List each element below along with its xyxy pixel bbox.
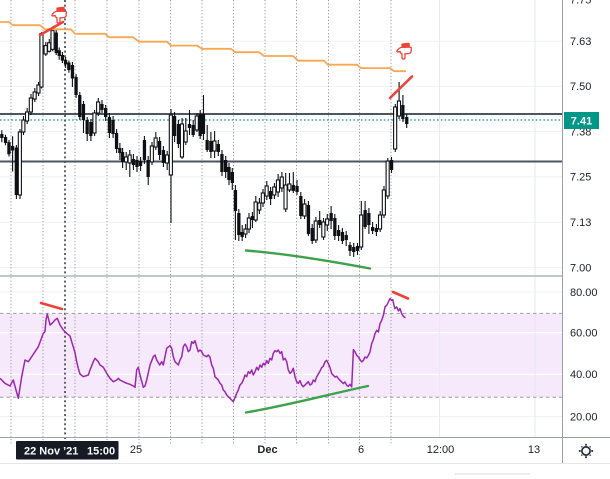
svg-text:20.00: 20.00 bbox=[570, 411, 598, 423]
svg-text:7.41: 7.41 bbox=[571, 115, 592, 127]
svg-text:60.00: 60.00 bbox=[570, 327, 598, 339]
svg-text:40.00: 40.00 bbox=[570, 369, 598, 381]
svg-text:Dec: Dec bbox=[257, 444, 277, 456]
svg-text:7.25: 7.25 bbox=[570, 172, 591, 184]
svg-text:7.50: 7.50 bbox=[570, 81, 591, 93]
svg-text:7.13: 7.13 bbox=[570, 217, 591, 229]
svg-text:7.38: 7.38 bbox=[570, 126, 591, 138]
svg-text:15:00: 15:00 bbox=[87, 446, 115, 458]
svg-text:22 Nov ’21: 22 Nov ’21 bbox=[24, 446, 78, 458]
svg-text:7.00: 7.00 bbox=[570, 262, 591, 274]
svg-text:80.00: 80.00 bbox=[570, 287, 598, 299]
svg-text:7.63: 7.63 bbox=[570, 36, 591, 48]
svg-text:13: 13 bbox=[528, 444, 540, 456]
svg-text:12:00: 12:00 bbox=[427, 444, 455, 456]
svg-text:7.75: 7.75 bbox=[570, 0, 591, 7]
svg-text:6: 6 bbox=[358, 444, 364, 456]
svg-text:25: 25 bbox=[130, 444, 142, 456]
